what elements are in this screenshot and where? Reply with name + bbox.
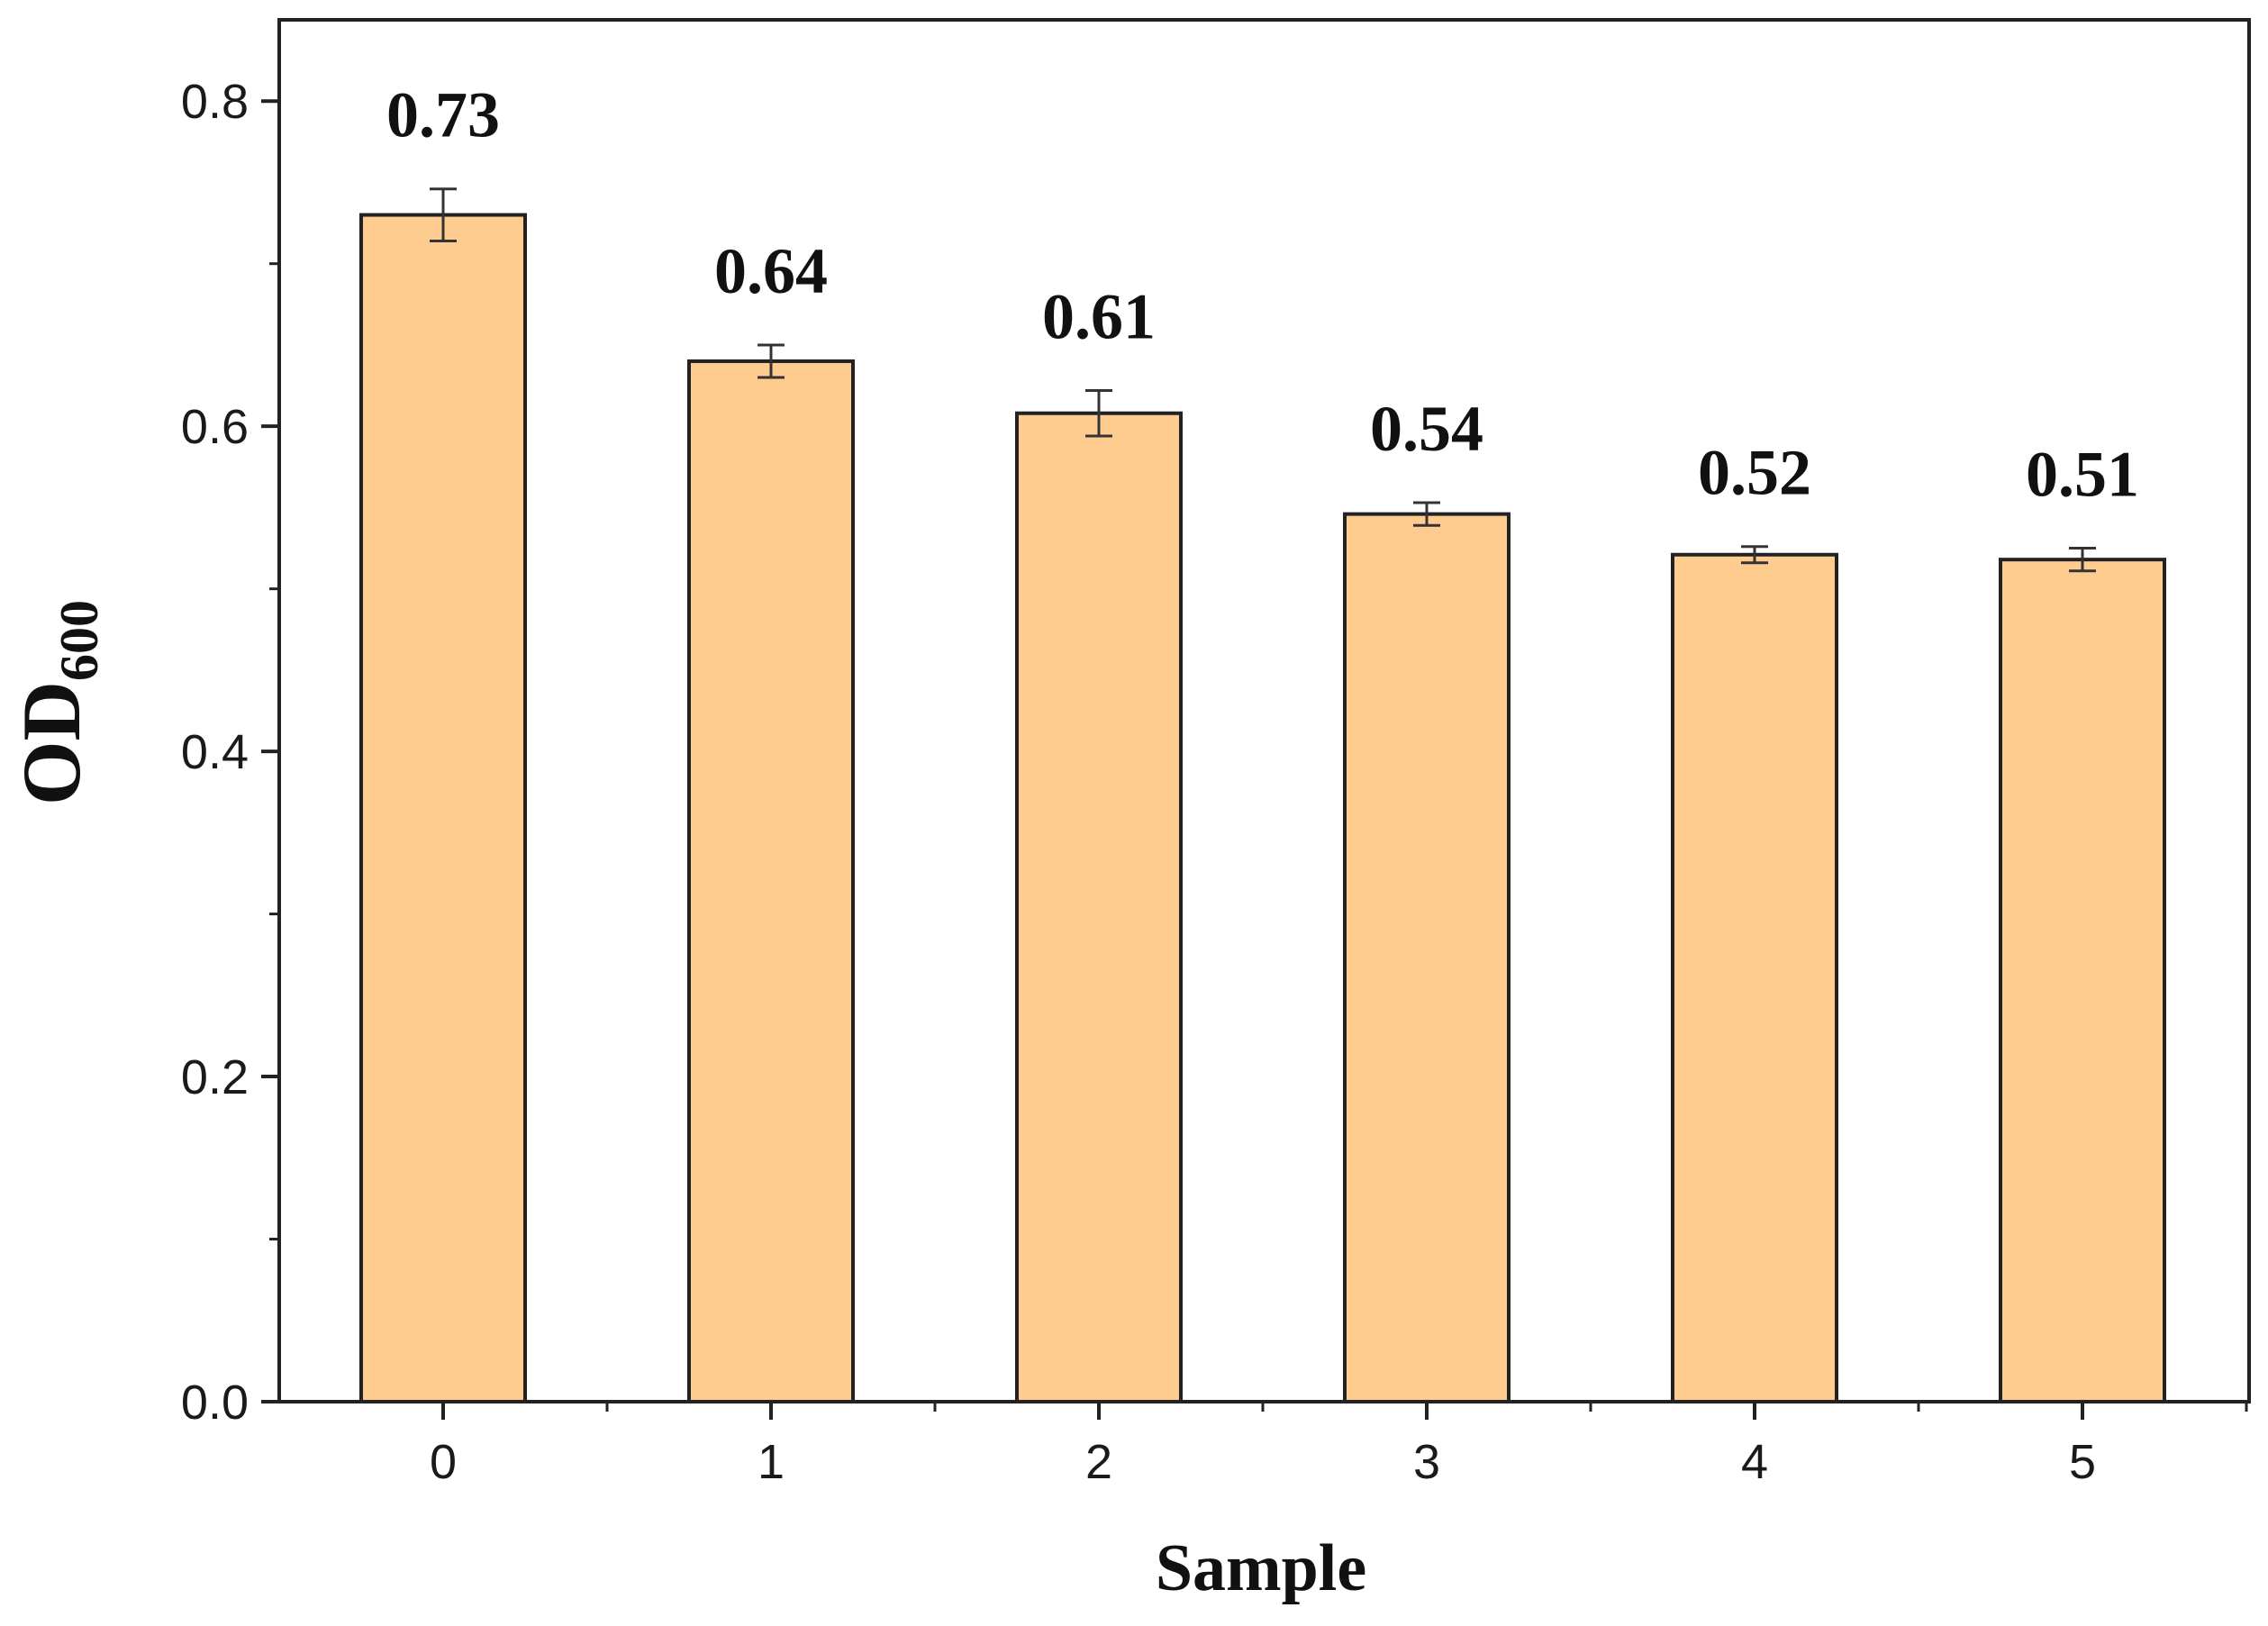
y-tick-label: 0.0	[181, 1376, 249, 1430]
y-tick-label: 0.8	[181, 75, 249, 129]
y-tick-label: 0.4	[181, 725, 249, 779]
x-tick-label: 5	[2069, 1435, 2096, 1489]
error-bar-0	[430, 187, 457, 242]
x-axis-title: Sample	[1156, 1531, 1366, 1605]
y-axis: 0.0 0.2 0.4 0.6 0.8	[181, 75, 279, 1430]
y-tick-label: 0.2	[181, 1050, 249, 1104]
bar-0	[359, 213, 527, 1404]
y-axis-title-subscript: 600	[50, 600, 109, 681]
data-labels-group: 0.73 0.64 0.61 0.54 0.52 0.51	[386, 79, 2139, 511]
x-tick-label: 3	[1413, 1435, 1440, 1489]
x-tick-label: 2	[1085, 1435, 1112, 1489]
data-label-4: 0.52	[1698, 437, 1811, 509]
y-axis-title-main: OD	[5, 681, 97, 805]
x-tick-label: 4	[1741, 1435, 1768, 1489]
bar-4	[1671, 552, 1838, 1403]
data-label-0: 0.73	[386, 79, 500, 151]
error-bar-2	[1085, 388, 1112, 438]
error-bar-1	[758, 343, 785, 379]
data-label-3: 0.54	[1370, 393, 1483, 465]
data-label-1: 0.64	[714, 235, 828, 307]
x-axis: 0 1 2 3 4 5	[430, 1402, 2248, 1489]
y-axis-title: OD600	[5, 600, 109, 805]
x-tick-label: 0	[430, 1435, 457, 1489]
error-bars-group	[430, 187, 2096, 573]
bar-3	[1343, 512, 1510, 1403]
error-bar-4	[1741, 545, 1768, 565]
bars-group	[359, 213, 2166, 1404]
bar-2	[1015, 411, 1183, 1404]
plot-frame	[277, 18, 2251, 1403]
error-bar-3	[1413, 501, 1440, 527]
x-tick-label: 1	[758, 1435, 785, 1489]
bar-1	[687, 359, 855, 1403]
y-tick-label: 0.6	[181, 400, 249, 454]
plot-border	[277, 18, 2251, 1403]
error-bar-5	[2069, 547, 2096, 573]
bar-5	[1999, 558, 2166, 1403]
data-label-5: 0.51	[2026, 439, 2139, 511]
data-label-2: 0.61	[1042, 280, 1156, 352]
